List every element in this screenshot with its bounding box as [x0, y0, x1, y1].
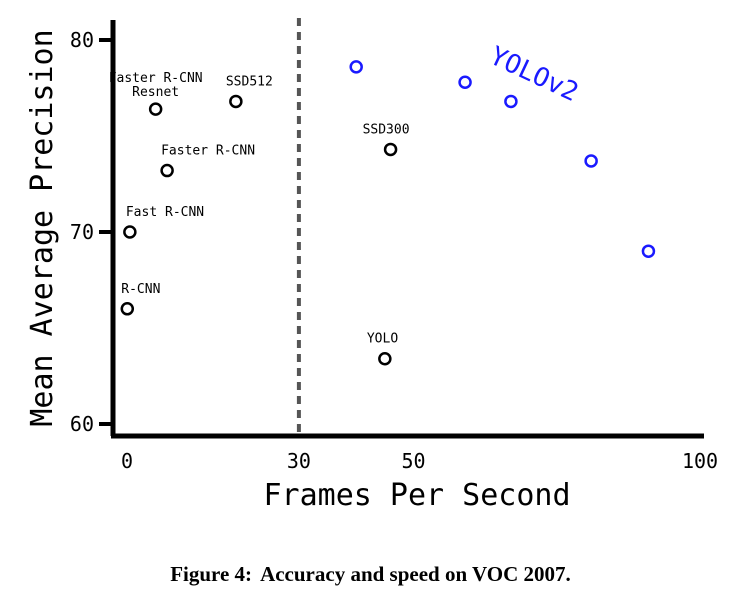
x-tick-label: 100: [682, 449, 718, 473]
data-point: [383, 142, 398, 157]
point-label: Resnet: [132, 85, 179, 100]
y-ticks: 60 70 80: [70, 28, 113, 436]
data-point-yolov2: [349, 60, 363, 74]
data-point: [123, 225, 137, 239]
y-axis-title: Mean Average Precision: [25, 29, 60, 426]
data-point: [378, 351, 392, 366]
caption-label: Figure 4:: [170, 562, 253, 586]
y-tick-label: 70: [70, 220, 94, 244]
point-label: YOLO: [367, 332, 398, 347]
x-ticks: 0 30 50 100: [121, 449, 718, 473]
point-label: Fast R-CNN: [126, 205, 204, 220]
x-tick-label: 0: [121, 449, 133, 473]
point-label: SSD512: [226, 74, 273, 89]
series-label-yolov2: YOLOv2: [485, 41, 583, 108]
y-tick-label: 60: [70, 412, 94, 436]
x-axis-title: Frames Per Second: [263, 478, 570, 513]
y-tick-label: 80: [70, 28, 94, 52]
point-label: Faster R-CNN: [109, 71, 203, 86]
data-point-yolov2: [584, 154, 598, 168]
chart: 60 70 80 0 30 50 100 R-CNN Fast R-CNN Faster R-…: [25, 18, 718, 513]
data-point-yolov2: [641, 244, 656, 258]
point-label: Faster R-CNN: [161, 144, 255, 159]
caption-text: Accuracy and speed on VOC 2007.: [260, 562, 571, 586]
data-point-yolov2: [504, 94, 518, 109]
data-point-yolov2: [458, 75, 472, 89]
data-point: [229, 94, 243, 109]
point-label: SSD300: [363, 122, 410, 137]
data-point: [120, 302, 135, 316]
point-label: R-CNN: [121, 282, 160, 297]
x-tick-label: 30: [287, 449, 311, 473]
figure-caption: Figure 4: Accuracy and speed on VOC 2007.: [0, 562, 741, 587]
data-point: [148, 102, 163, 116]
x-tick-label: 50: [401, 449, 425, 473]
data-point: [160, 163, 174, 178]
